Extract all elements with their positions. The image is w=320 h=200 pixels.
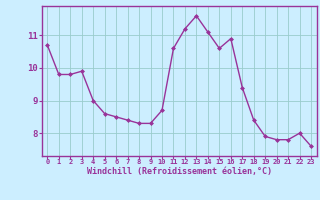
X-axis label: Windchill (Refroidissement éolien,°C): Windchill (Refroidissement éolien,°C) — [87, 167, 272, 176]
